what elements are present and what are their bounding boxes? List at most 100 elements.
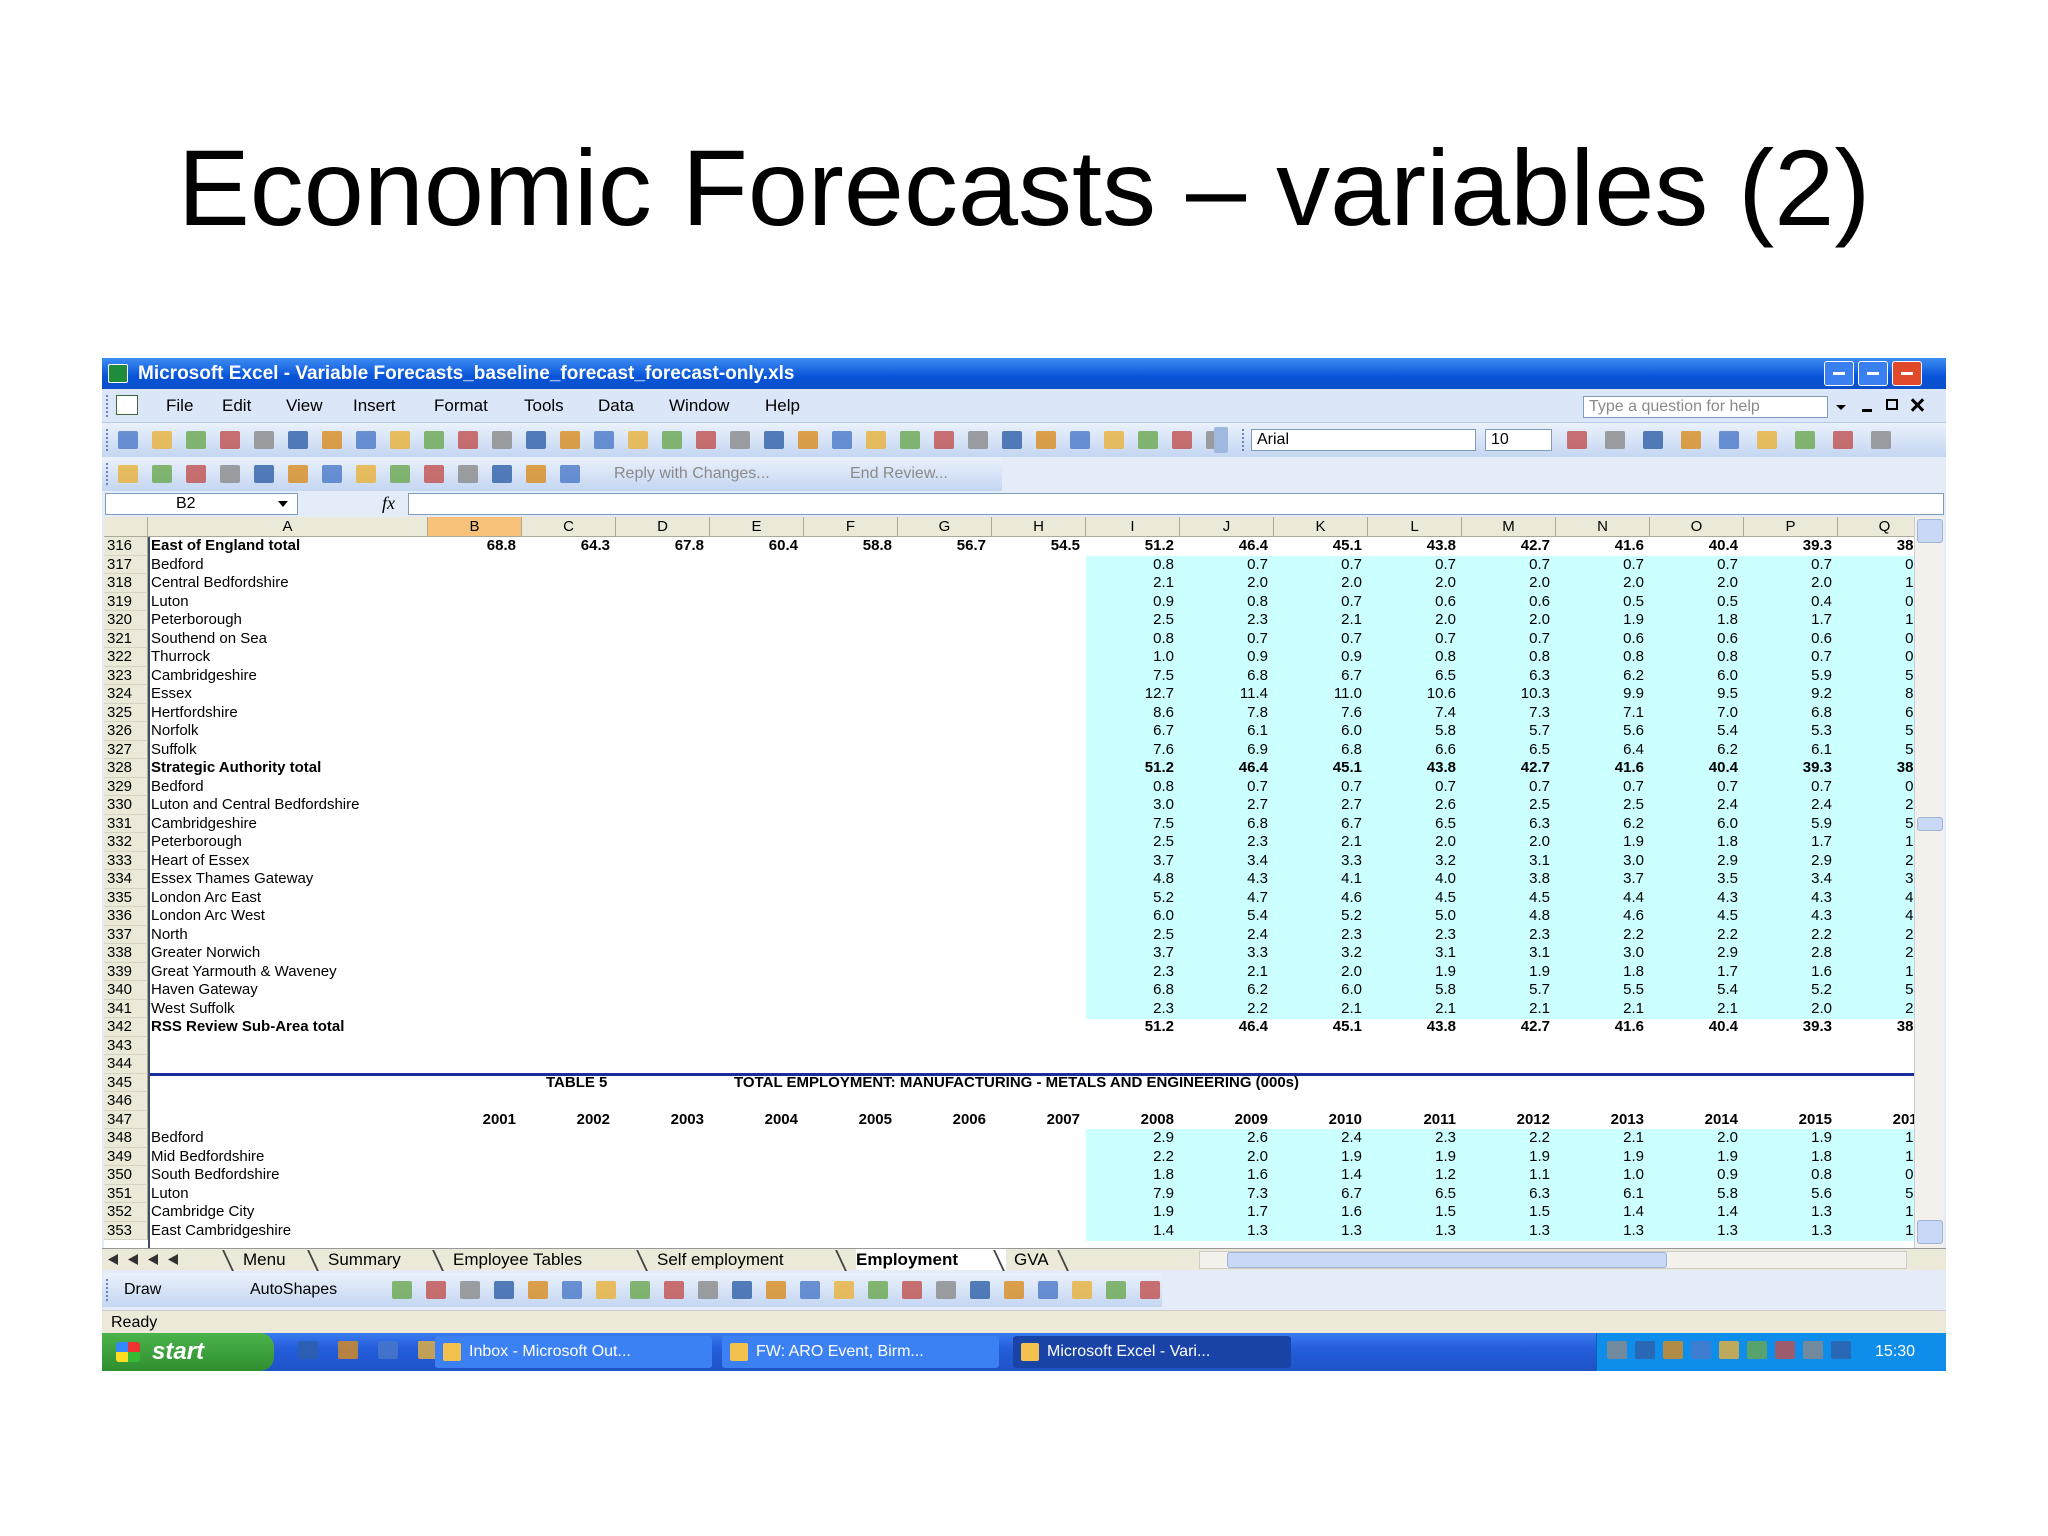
toolbar-icon[interactable]: [696, 431, 716, 449]
column-header[interactable]: E: [710, 517, 804, 537]
cell[interactable]: 7.0: [1717, 703, 1738, 721]
row-header[interactable]: 353: [104, 1221, 148, 1240]
cell[interactable]: 10.6: [1426, 685, 1456, 702]
cell[interactable]: 4.4: [1623, 888, 1644, 906]
cell[interactable]: 1.3: [1717, 1221, 1738, 1239]
toolbar-icon[interactable]: [970, 1281, 990, 1299]
toolbar-icon[interactable]: [1038, 1281, 1058, 1299]
toolbar-icon[interactable]: [560, 465, 580, 483]
cell[interactable]: 1.7: [1811, 611, 1832, 628]
cell[interactable]: 2.5: [1529, 796, 1550, 813]
cell[interactable]: 1.4: [1341, 1166, 1362, 1183]
cell[interactable]: 9.9: [1623, 685, 1644, 702]
cell[interactable]: 2009: [1234, 1110, 1268, 1128]
row-label[interactable]: Essex: [151, 685, 192, 702]
cell[interactable]: 2002: [576, 1110, 610, 1128]
toolbar-icon[interactable]: [322, 465, 342, 483]
cell[interactable]: 1.0: [1623, 1166, 1644, 1183]
toolbar-icon[interactable]: [732, 1281, 752, 1299]
row-header[interactable]: 347: [104, 1110, 148, 1129]
cell[interactable]: 5.7: [1905, 666, 1914, 684]
row-header[interactable]: 320: [104, 611, 148, 630]
toolbar-icon[interactable]: [1831, 1341, 1851, 1359]
row-label[interactable]: London Arc East: [151, 888, 262, 906]
cell[interactable]: 6.0: [1341, 981, 1362, 998]
row-label[interactable]: Bedford: [151, 777, 204, 795]
cell[interactable]: 2.0: [1435, 611, 1456, 628]
cell[interactable]: 4.3: [1717, 888, 1738, 906]
row-header[interactable]: 329: [104, 777, 148, 796]
column-header[interactable]: F: [804, 517, 898, 537]
taskbar-item[interactable]: Microsoft Excel - Vari...: [1013, 1336, 1291, 1368]
cell[interactable]: 3.7: [1623, 870, 1644, 887]
toolbar-icon[interactable]: [934, 431, 954, 449]
cell[interactable]: 6.8: [1811, 703, 1832, 721]
toolbar-icon[interactable]: [1747, 1341, 1767, 1359]
cell[interactable]: 11.4: [1239, 685, 1268, 702]
toolbar-icon[interactable]: [1833, 431, 1853, 449]
tab-nav[interactable]: [128, 1254, 138, 1265]
cell[interactable]: 2.1: [1341, 999, 1362, 1017]
cell[interactable]: 39.3: [1802, 1018, 1832, 1035]
cell[interactable]: 8.6: [1153, 703, 1174, 721]
cell[interactable]: 5.0: [1435, 907, 1456, 924]
cell[interactable]: 1.6: [1341, 1203, 1362, 1220]
cell[interactable]: 6.7: [1341, 1184, 1362, 1202]
cell[interactable]: 6.8: [1247, 666, 1268, 684]
menu-item[interactable]: View: [286, 396, 323, 415]
cell[interactable]: 1.2: [1435, 1166, 1456, 1183]
cell[interactable]: 1.7: [1811, 833, 1832, 850]
cell[interactable]: 1.3: [1811, 1221, 1832, 1239]
cell[interactable]: 2007: [1046, 1110, 1080, 1128]
row-header[interactable]: 351: [104, 1184, 148, 1203]
menu-item[interactable]: Help: [765, 396, 800, 415]
toolbar-icon[interactable]: [1172, 431, 1192, 449]
cell[interactable]: 0.7: [1341, 629, 1362, 647]
cell[interactable]: 6.6: [1435, 740, 1456, 758]
row-label[interactable]: East of England total: [151, 537, 301, 554]
toolbar-icon[interactable]: [800, 1281, 820, 1299]
cell[interactable]: 4.3: [1247, 870, 1268, 887]
cell[interactable]: 12.7: [1144, 685, 1174, 702]
cell[interactable]: 45.1: [1332, 759, 1362, 776]
cell[interactable]: 41.6: [1614, 1018, 1644, 1035]
cell[interactable]: 2.0: [1247, 574, 1268, 591]
cell[interactable]: 7.5: [1153, 666, 1174, 684]
cell[interactable]: 2.0: [1341, 574, 1362, 591]
row-label[interactable]: Hertfordshire: [151, 703, 238, 721]
cell[interactable]: 40.4: [1708, 759, 1738, 776]
column-header[interactable]: G: [898, 517, 992, 537]
cell[interactable]: 3.2: [1341, 944, 1362, 961]
sheet-tab[interactable]: Summary: [328, 1250, 401, 1269]
cell[interactable]: 1.8: [1717, 611, 1738, 628]
toolbar-icon[interactable]: [1643, 431, 1663, 449]
toolbar-icon[interactable]: [1775, 1341, 1795, 1359]
cell[interactable]: 0.8: [1529, 648, 1550, 665]
cell[interactable]: 2.7: [1341, 796, 1362, 813]
cell[interactable]: 2.9: [1811, 851, 1832, 869]
cell[interactable]: 2.8: [1905, 851, 1914, 869]
cell[interactable]: 0.6: [1623, 629, 1644, 647]
cell[interactable]: 2.2: [1153, 1147, 1174, 1165]
cell[interactable]: 42.7: [1520, 1018, 1550, 1035]
row-header[interactable]: 335: [104, 888, 148, 907]
cell[interactable]: 0.7: [1341, 777, 1362, 795]
cell[interactable]: 3.3: [1905, 870, 1914, 887]
toolbar-icon[interactable]: [322, 431, 342, 449]
row-header[interactable]: 344: [104, 1055, 148, 1074]
cell[interactable]: 2.7: [1247, 796, 1268, 813]
row-header[interactable]: 330: [104, 796, 148, 815]
cell[interactable]: 2.0: [1247, 1147, 1268, 1165]
cell[interactable]: 1.7: [1717, 962, 1738, 980]
cell[interactable]: 1.3: [1341, 1221, 1362, 1239]
cell[interactable]: 6.2: [1623, 814, 1644, 832]
cell[interactable]: 7.6: [1153, 740, 1174, 758]
cell[interactable]: 2.3: [1905, 796, 1914, 813]
cell[interactable]: 1.3: [1247, 1221, 1268, 1239]
cell[interactable]: 2.2: [1905, 925, 1914, 943]
cell[interactable]: 5.8: [1717, 1184, 1738, 1202]
row-header[interactable]: 327: [104, 740, 148, 759]
cell[interactable]: 2.0: [1717, 1129, 1738, 1146]
row-label[interactable]: Southend on Sea: [151, 629, 267, 647]
cell[interactable]: 7.4: [1435, 703, 1456, 721]
